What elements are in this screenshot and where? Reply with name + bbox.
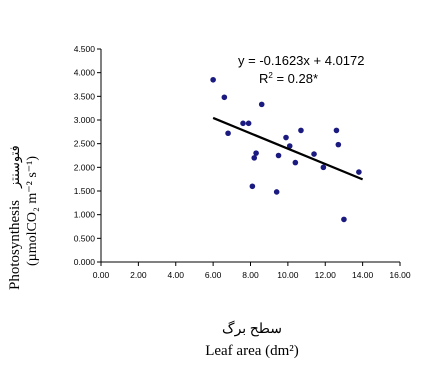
y-tick-label: 2.500 xyxy=(74,139,96,149)
x-tick-label: 16.00 xyxy=(389,270,411,280)
data-point xyxy=(249,183,256,190)
data-point xyxy=(298,127,304,134)
data-point xyxy=(245,120,252,127)
data-point xyxy=(356,169,362,175)
y-tick-label: 1.000 xyxy=(74,210,96,220)
y-axis-label-fa: فتوسنتز xyxy=(7,145,23,189)
equation-label: y = -0.1623x + 4.0172 xyxy=(238,53,364,68)
y-tick-label: 0.000 xyxy=(74,257,96,267)
data-point xyxy=(283,134,289,141)
y-tick-label: 2.000 xyxy=(74,162,96,172)
r-squared-label: R2 = 0.28* xyxy=(259,71,318,86)
data-point xyxy=(292,159,299,166)
axes xyxy=(97,48,401,266)
data-point xyxy=(221,94,228,101)
data-point xyxy=(240,120,246,127)
data-point xyxy=(225,130,231,137)
tick-labels: 0.000 0.500 1.000 1.500 2.000 2.500 3.000 3.500… xyxy=(74,44,411,280)
data-point xyxy=(275,152,282,159)
x-tick-label: 12.00 xyxy=(315,270,337,280)
y-tick-label: 3.500 xyxy=(74,91,96,101)
data-point xyxy=(320,164,327,171)
x-axis-label-fa: سطح برگ xyxy=(222,320,282,337)
x-tick-label: 8.00 xyxy=(242,270,259,280)
y-tick-label: 4.000 xyxy=(74,68,96,78)
y-tick-label: 4.500 xyxy=(74,44,96,54)
x-axis-label: Leaf area (dm²) xyxy=(205,343,299,359)
data-point xyxy=(333,127,340,134)
data-point xyxy=(273,189,280,195)
data-point xyxy=(286,143,293,149)
r-squared-letter: R xyxy=(259,71,268,86)
data-point xyxy=(341,216,347,223)
data-point xyxy=(210,76,216,83)
trendline-group xyxy=(212,116,364,181)
x-tick-label: 0.00 xyxy=(93,270,110,280)
trendline xyxy=(212,116,364,181)
x-tick-label: 14.00 xyxy=(352,270,374,280)
x-tick-label: 6.00 xyxy=(205,270,222,280)
x-tick-label: 2.00 xyxy=(130,270,147,280)
data-point xyxy=(311,151,317,157)
r-squared-exponent: 2 xyxy=(268,71,273,80)
data-point xyxy=(253,150,259,156)
data-point xyxy=(258,101,265,108)
data-point xyxy=(335,141,342,148)
x-tick-label: 4.00 xyxy=(167,270,184,280)
y-tick-label: 3.000 xyxy=(74,115,96,125)
y-tick-label: 1.500 xyxy=(74,186,96,196)
y-axis-label: Photosynthesis xyxy=(7,200,23,290)
data-points xyxy=(210,76,362,223)
data-point xyxy=(251,155,258,161)
r-squared-value: = 0.28* xyxy=(273,71,318,86)
y-tick-label: 0.500 xyxy=(74,233,96,243)
y-axis-unit: (µmolCO₂ m⁻² s⁻¹) xyxy=(25,156,40,266)
x-tick-label: 10.00 xyxy=(277,270,299,280)
